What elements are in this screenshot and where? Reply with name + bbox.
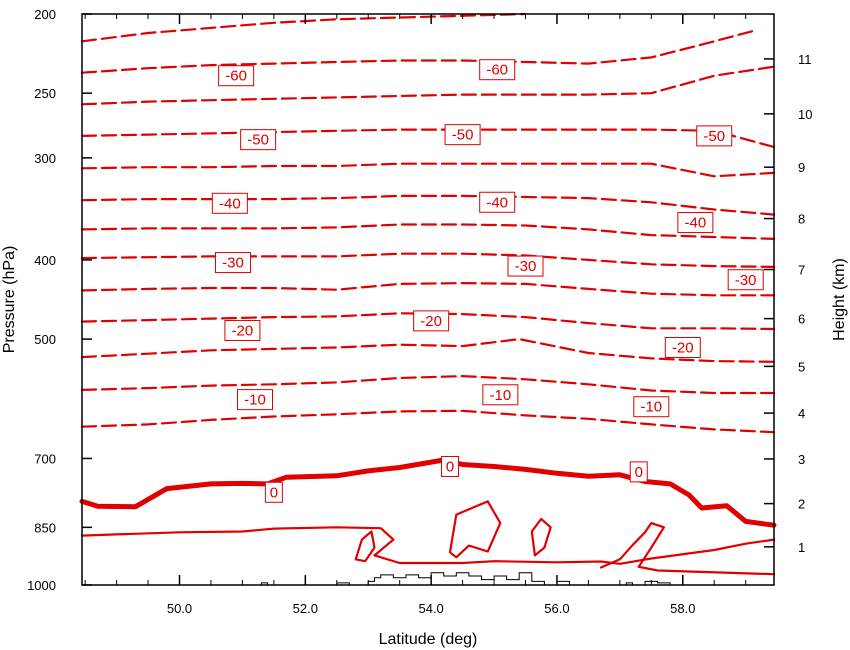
contour-label: -50 xyxy=(247,132,269,149)
contour-label-box xyxy=(237,389,273,411)
y-tick-label: 700 xyxy=(34,451,56,466)
x-axis-title: Latitude (deg) xyxy=(379,631,478,648)
contour-label-box xyxy=(218,65,255,87)
x-tick-label: 58.0 xyxy=(670,601,695,616)
contour-label-box xyxy=(677,212,714,234)
plot-frame xyxy=(81,13,775,586)
isotherm-line xyxy=(80,526,776,565)
contour-label-box xyxy=(224,319,261,341)
contour-label: -30 xyxy=(515,258,537,275)
x-tick-label: 50.0 xyxy=(167,601,192,616)
x-tick-label: 56.0 xyxy=(544,601,569,616)
contour-label-box xyxy=(696,125,733,147)
y2-tick-label: 11 xyxy=(798,52,812,67)
isotherm-line xyxy=(80,128,776,149)
isotherm-line xyxy=(80,223,776,240)
contour-label: 0 xyxy=(635,464,643,481)
isotherm-line xyxy=(80,162,776,178)
y2-axis-title: Height (km) xyxy=(831,258,848,341)
isotherm-line xyxy=(599,522,776,576)
y2-tick-label: 3 xyxy=(798,452,805,467)
x-tick-label: 52.0 xyxy=(293,601,318,616)
contour-label-box xyxy=(264,481,283,503)
contour-label: 0 xyxy=(446,458,454,475)
contour-label: -20 xyxy=(672,339,694,356)
y-tick-label: 250 xyxy=(34,86,56,101)
contour-label: -10 xyxy=(640,399,662,416)
isotherm-lines xyxy=(79,12,777,576)
contour-label-box xyxy=(444,124,481,146)
contour-label: -20 xyxy=(232,322,254,339)
contour-label: -20 xyxy=(420,313,442,330)
contour-labels: -60 -60 -50 -50 -50 -40 -40 -40 -30 -30 -30 -20 -20 -… xyxy=(211,59,764,503)
contour-label-box xyxy=(664,336,701,358)
isotherm-line xyxy=(80,282,776,297)
x-tick-label: 54.0 xyxy=(418,601,443,616)
y2-tick-label: 2 xyxy=(798,497,805,512)
contour-label-box xyxy=(240,129,277,151)
contour-label-box xyxy=(727,269,764,291)
y2-tick-label: 7 xyxy=(798,263,805,278)
terrain-outline xyxy=(260,572,774,586)
y2-tick-label: 4 xyxy=(798,406,805,421)
isotherm-line xyxy=(80,252,776,268)
contour-label: -50 xyxy=(703,128,725,145)
contour-label-box xyxy=(413,310,450,332)
y-tick-label: 500 xyxy=(34,332,56,347)
contour-label: -30 xyxy=(735,272,757,289)
y2-tick-label: 8 xyxy=(798,212,805,227)
isotherm-line xyxy=(80,194,776,216)
isotherm-line xyxy=(80,338,776,363)
terrain-line xyxy=(260,572,774,586)
contour-label: -30 xyxy=(222,255,244,272)
isotherm-line xyxy=(80,375,776,395)
y-tick-label: 850 xyxy=(34,520,56,535)
contour-label-box xyxy=(633,396,670,418)
contour-label-box xyxy=(211,192,248,214)
isotherm-line xyxy=(79,457,777,528)
y-tick-label: 1000 xyxy=(27,578,56,593)
isotherm-line xyxy=(448,500,502,559)
isotherm-line xyxy=(80,409,776,434)
contour-label-box xyxy=(482,384,519,406)
contour-label: -60 xyxy=(225,68,247,85)
y-axis-title: Pressure (hPa) xyxy=(1,246,18,354)
y2-tick-label: 6 xyxy=(798,312,805,327)
isotherm-line xyxy=(530,517,552,557)
contour-label: -60 xyxy=(486,62,508,79)
contour-label-box xyxy=(214,252,251,274)
isotherm-line xyxy=(354,530,376,563)
contour-label-box xyxy=(441,455,460,477)
y-tick-label: 400 xyxy=(34,253,56,268)
isotherm-line xyxy=(80,65,776,106)
contour-label: 0 xyxy=(270,484,278,501)
x-axis: 50.0 52.0 54.0 56.0 58.0 xyxy=(84,14,747,616)
contour-label: -10 xyxy=(244,392,266,409)
y-tick-label: 200 xyxy=(34,7,56,22)
y-tick-label: 300 xyxy=(34,151,56,166)
y2-tick-label: 1 xyxy=(798,540,805,555)
contour-label-box xyxy=(479,191,516,213)
y-axis-height: 1 2 3 4 5 6 7 8 9 10 11 xyxy=(764,52,812,555)
y2-tick-label: 9 xyxy=(798,160,805,175)
y2-tick-label: 10 xyxy=(798,107,812,122)
contour-label-box xyxy=(479,59,516,81)
contour-label: -10 xyxy=(490,387,512,404)
isotherm-line xyxy=(80,30,754,74)
contour-label: -50 xyxy=(452,127,474,144)
contour-label-box xyxy=(507,255,544,277)
contour-label: -40 xyxy=(486,194,508,211)
contour-label-box xyxy=(629,461,648,483)
y-axis-pressure: 200 250 300 400 500 700 850 1000 xyxy=(27,7,92,593)
contour-label: -40 xyxy=(219,195,241,212)
y2-tick-label: 5 xyxy=(798,359,805,374)
contour-label: -40 xyxy=(685,215,707,232)
